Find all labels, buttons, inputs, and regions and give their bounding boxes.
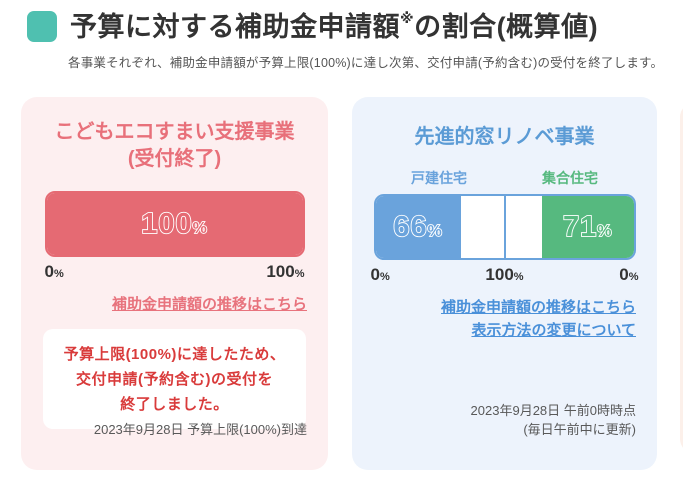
kodomo-closed-notice: 予算上限(100%)に達したため、 交付申請(予約含む)の受付を 終了しました。 [43,329,306,429]
kodomo-progress-fill: 100% [46,193,303,255]
mado-axis-scale: 0% 100% 0% [371,265,639,285]
page-title: 予算に対する補助金申請額※の割合(概算値) [70,11,598,43]
card-kodomo-eco-sumai: こどもエコすまい支援事業 (受付終了) 100% 0% 100% 補助金申請額の… [21,97,328,470]
mado-segment-labels: 戸建住宅 集合住宅 [374,168,636,188]
section-accent-icon [27,11,57,42]
card-kodomo-title-line2: (受付終了) [127,148,222,170]
mado-status-date: 2023年9月28日 午前0時時点 (毎日午前中に更新) [471,401,636,439]
card-kodomo-title: こどもエコすまい支援事業 (受付終了) [21,119,328,173]
notice-line: 交付申請(予約含む)の受付を [76,371,273,388]
kodomo-scale-min: 0% [44,262,64,281]
mado-label-detached: 戸建住宅 [411,170,467,186]
mado-label-apartment: 集合住宅 [542,170,598,186]
notice-line: 予算上限(100%)に達したため、 [63,346,286,363]
page-header: 予算に対する補助金申請額※の割合(概算値) 各事業それぞれ、補助金申請額が予算上… [27,11,667,71]
page-title-tail: の割合(概算値) [414,12,599,42]
kodomo-axis-scale: 0% 100% [45,262,305,282]
page-subtitle: 各事業それぞれ、補助金申請額が予算上限(100%)に達し次第、交付申請(予約含む… [68,56,664,70]
mado-apartment-value: 71% [562,210,613,244]
mado-status-date-line1: 2023年9月28日 午前0時時点 [470,403,636,418]
kodomo-progress-value: 100% [140,207,208,241]
kodomo-status-date: 2023年9月28日 予算上限(100%)到達 [93,422,307,437]
mado-scale-right-min: 0% [619,265,639,284]
mado-bar-right-half: 71% [505,196,634,258]
mado-bar-left-half: 66% [375,196,505,258]
mado-scale-left-min: 0% [370,265,390,284]
kodomo-progress-bar: 100% [44,191,305,257]
kodomo-scale-max: 100% [266,262,305,281]
mado-apartment-fill: 71% [541,196,634,258]
mado-detached-value: 66% [392,210,443,244]
mado-bar-center-divider [503,196,506,258]
page-title-main: 予算に対する補助金申請額 [70,12,400,42]
card-kodomo-title-line1: こどもエコすまい支援事業 [54,121,295,143]
card-mado-title: 先進的窓リノベ事業 [414,126,595,148]
mado-trend-link[interactable]: 補助金申請額の推移はこちら [440,299,636,316]
card-mado-renovation: 先進的窓リノベ事業 戸建住宅 集合住宅 66% 71% 0% 100% 0% [352,97,657,470]
mado-status-date-line2: (毎日午前中に更新) [523,422,636,437]
mado-display-change-link[interactable]: 表示方法の変更について [471,322,636,339]
card-next-partial [680,103,683,453]
notice-line: 終了しました。 [120,396,229,413]
title-note-mark: ※ [400,10,415,26]
program-cards: こどもエコすまい支援事業 (受付終了) 100% 0% 100% 補助金申請額の… [21,97,657,470]
mado-detached-fill: 66% [375,196,461,258]
kodomo-trend-link[interactable]: 補助金申請額の推移はこちら [111,296,307,313]
mado-scale-center-max: 100% [485,265,524,284]
mado-progress-bar: 66% 71% [373,194,636,260]
